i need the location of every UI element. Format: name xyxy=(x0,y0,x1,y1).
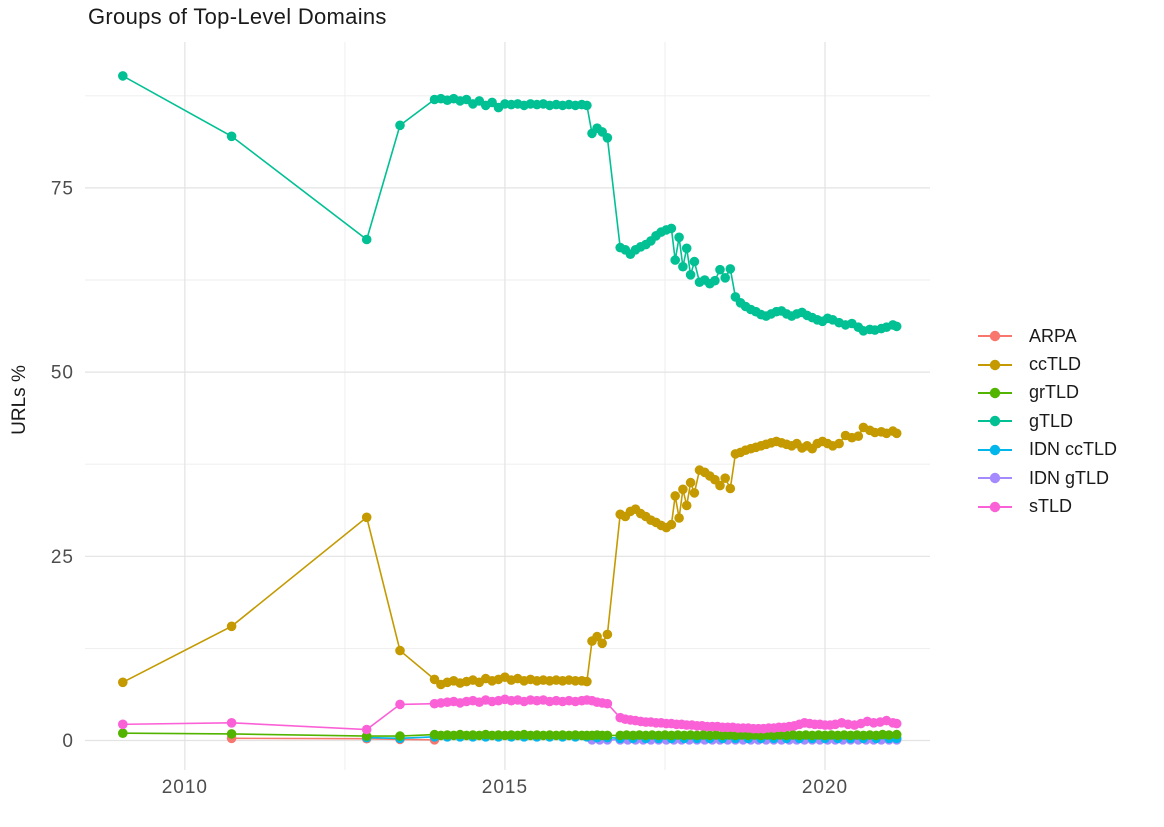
data-point xyxy=(891,321,902,332)
y-tick-label: 0 xyxy=(62,731,74,752)
data-point xyxy=(720,473,730,484)
data-point xyxy=(689,488,700,498)
y-tick-label: 75 xyxy=(51,178,74,199)
gridlines-major xyxy=(85,42,930,770)
data-point xyxy=(670,255,680,265)
legend-label: ARPA xyxy=(1029,325,1077,346)
data-point xyxy=(602,698,613,709)
series-line xyxy=(231,737,435,741)
axis-tick-labels: 2010 2015 2020 0 25 50 75 xyxy=(51,178,848,798)
data-point xyxy=(602,629,613,640)
data-point xyxy=(361,724,372,735)
legend-item-grtld: grTLD xyxy=(977,379,1117,407)
data-point xyxy=(681,243,692,254)
data-point xyxy=(597,638,607,649)
gridlines-minor xyxy=(85,42,930,770)
legend: ARPA ccTLD grTLD gTLD IDN ccTLD IDN gTLD sTLD xyxy=(977,322,1117,521)
data-point xyxy=(226,131,237,142)
data-point xyxy=(666,223,677,234)
data-point xyxy=(715,264,725,275)
legend-label: sTLD xyxy=(1029,496,1073,517)
data-point xyxy=(891,428,902,439)
legend-key-icon xyxy=(978,472,1012,484)
legend-item-gtld: gTLD xyxy=(977,407,1117,435)
x-tick-label: 2010 xyxy=(162,777,208,798)
data-point xyxy=(834,438,844,449)
data-point xyxy=(429,674,440,685)
data-point xyxy=(891,729,902,740)
x-tick-label: 2020 xyxy=(802,777,848,798)
data-point xyxy=(853,431,864,442)
series-grtld xyxy=(118,728,902,741)
data-point xyxy=(226,729,237,739)
data-point xyxy=(685,477,696,488)
data-point xyxy=(361,234,372,245)
data-point xyxy=(226,718,237,728)
data-point xyxy=(884,730,894,740)
data-point xyxy=(118,719,128,730)
y-tick-label: 25 xyxy=(51,547,74,568)
legend-label: ccTLD xyxy=(1029,354,1082,375)
series-gtld xyxy=(118,71,902,336)
legend-item-arpa: ARPA xyxy=(977,322,1117,350)
data-point xyxy=(395,645,405,656)
data-point xyxy=(674,232,684,243)
data-point xyxy=(674,513,684,523)
data-point xyxy=(725,483,736,494)
data-point xyxy=(891,718,902,729)
legend-key-icon xyxy=(978,359,1012,370)
data-point xyxy=(715,480,725,491)
data-point xyxy=(118,71,128,81)
data-point xyxy=(681,500,692,511)
data-point xyxy=(118,728,128,738)
x-tick-label: 2015 xyxy=(482,777,528,798)
data-point xyxy=(226,621,237,632)
legend-item-stld: sTLD xyxy=(977,492,1117,520)
data-point xyxy=(602,730,613,741)
y-tick-label: 50 xyxy=(51,363,74,384)
legend-key-icon xyxy=(978,330,1012,342)
series-stld xyxy=(118,694,902,735)
data-point xyxy=(689,256,700,267)
data-point xyxy=(602,133,613,143)
data-point xyxy=(685,270,696,280)
data-point xyxy=(395,699,405,710)
data-point xyxy=(725,264,736,274)
data-point xyxy=(592,631,602,642)
data-point xyxy=(720,273,730,283)
legend-item-idn-gtld: IDN gTLD xyxy=(977,464,1117,492)
legend-item-cctld: ccTLD xyxy=(977,350,1117,378)
legend-key-icon xyxy=(978,416,1012,427)
series-cctld xyxy=(118,422,902,690)
legend-key-icon xyxy=(978,387,1012,399)
data-point xyxy=(118,677,128,688)
data-point xyxy=(670,491,680,501)
legend-item-idn-cctld: IDN ccTLD xyxy=(977,436,1117,464)
legend-label: IDN ccTLD xyxy=(1029,439,1118,460)
data-point xyxy=(361,731,372,741)
data-point xyxy=(678,261,688,272)
data-point xyxy=(395,120,405,131)
data-point xyxy=(710,275,720,286)
legend-label: IDN gTLD xyxy=(1029,467,1110,488)
data-point xyxy=(487,97,497,108)
legend-key-icon xyxy=(978,501,1012,512)
legend-key-icon xyxy=(978,444,1012,455)
data-point xyxy=(361,512,372,523)
data-point xyxy=(582,100,592,111)
series-line xyxy=(122,75,897,332)
legend-label: grTLD xyxy=(1029,382,1080,403)
legend-label: gTLD xyxy=(1029,410,1074,431)
data-point xyxy=(678,484,688,495)
data-point xyxy=(582,676,592,687)
data-point xyxy=(666,519,677,530)
chart-title: Groups of Top-Level Domains xyxy=(88,4,387,29)
data-point xyxy=(395,731,405,741)
